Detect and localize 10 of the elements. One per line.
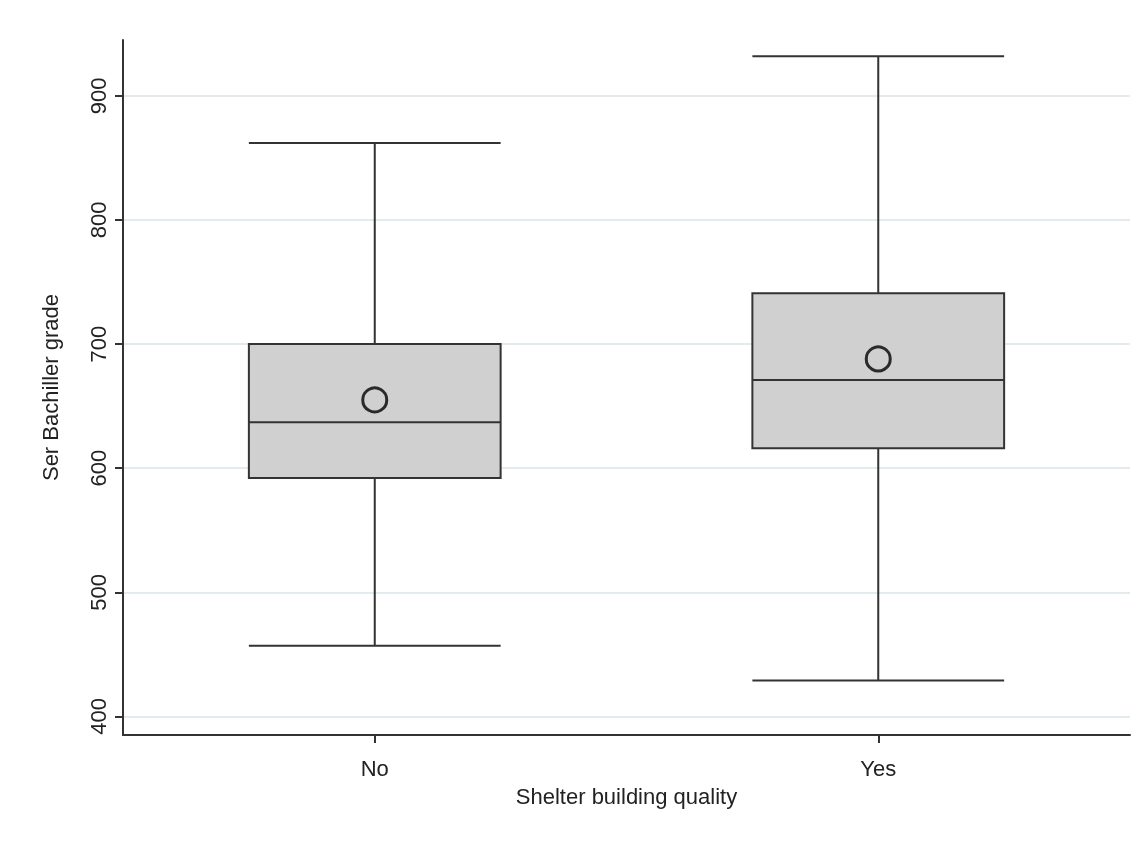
x-tick-label: Yes [860, 755, 897, 781]
y-axis-title: Ser Bachiller grade [37, 293, 63, 482]
y-tick-label: 500 [85, 573, 111, 611]
x-axis-title: Shelter building quality [515, 783, 738, 809]
y-tick-label: 900 [85, 77, 111, 115]
y-tick-label: 600 [85, 449, 111, 487]
y-tick-label: 700 [85, 325, 111, 363]
x-tick-label: No [360, 755, 389, 781]
y-tick-label: 800 [85, 201, 111, 239]
y-tick-label: 400 [85, 698, 111, 735]
